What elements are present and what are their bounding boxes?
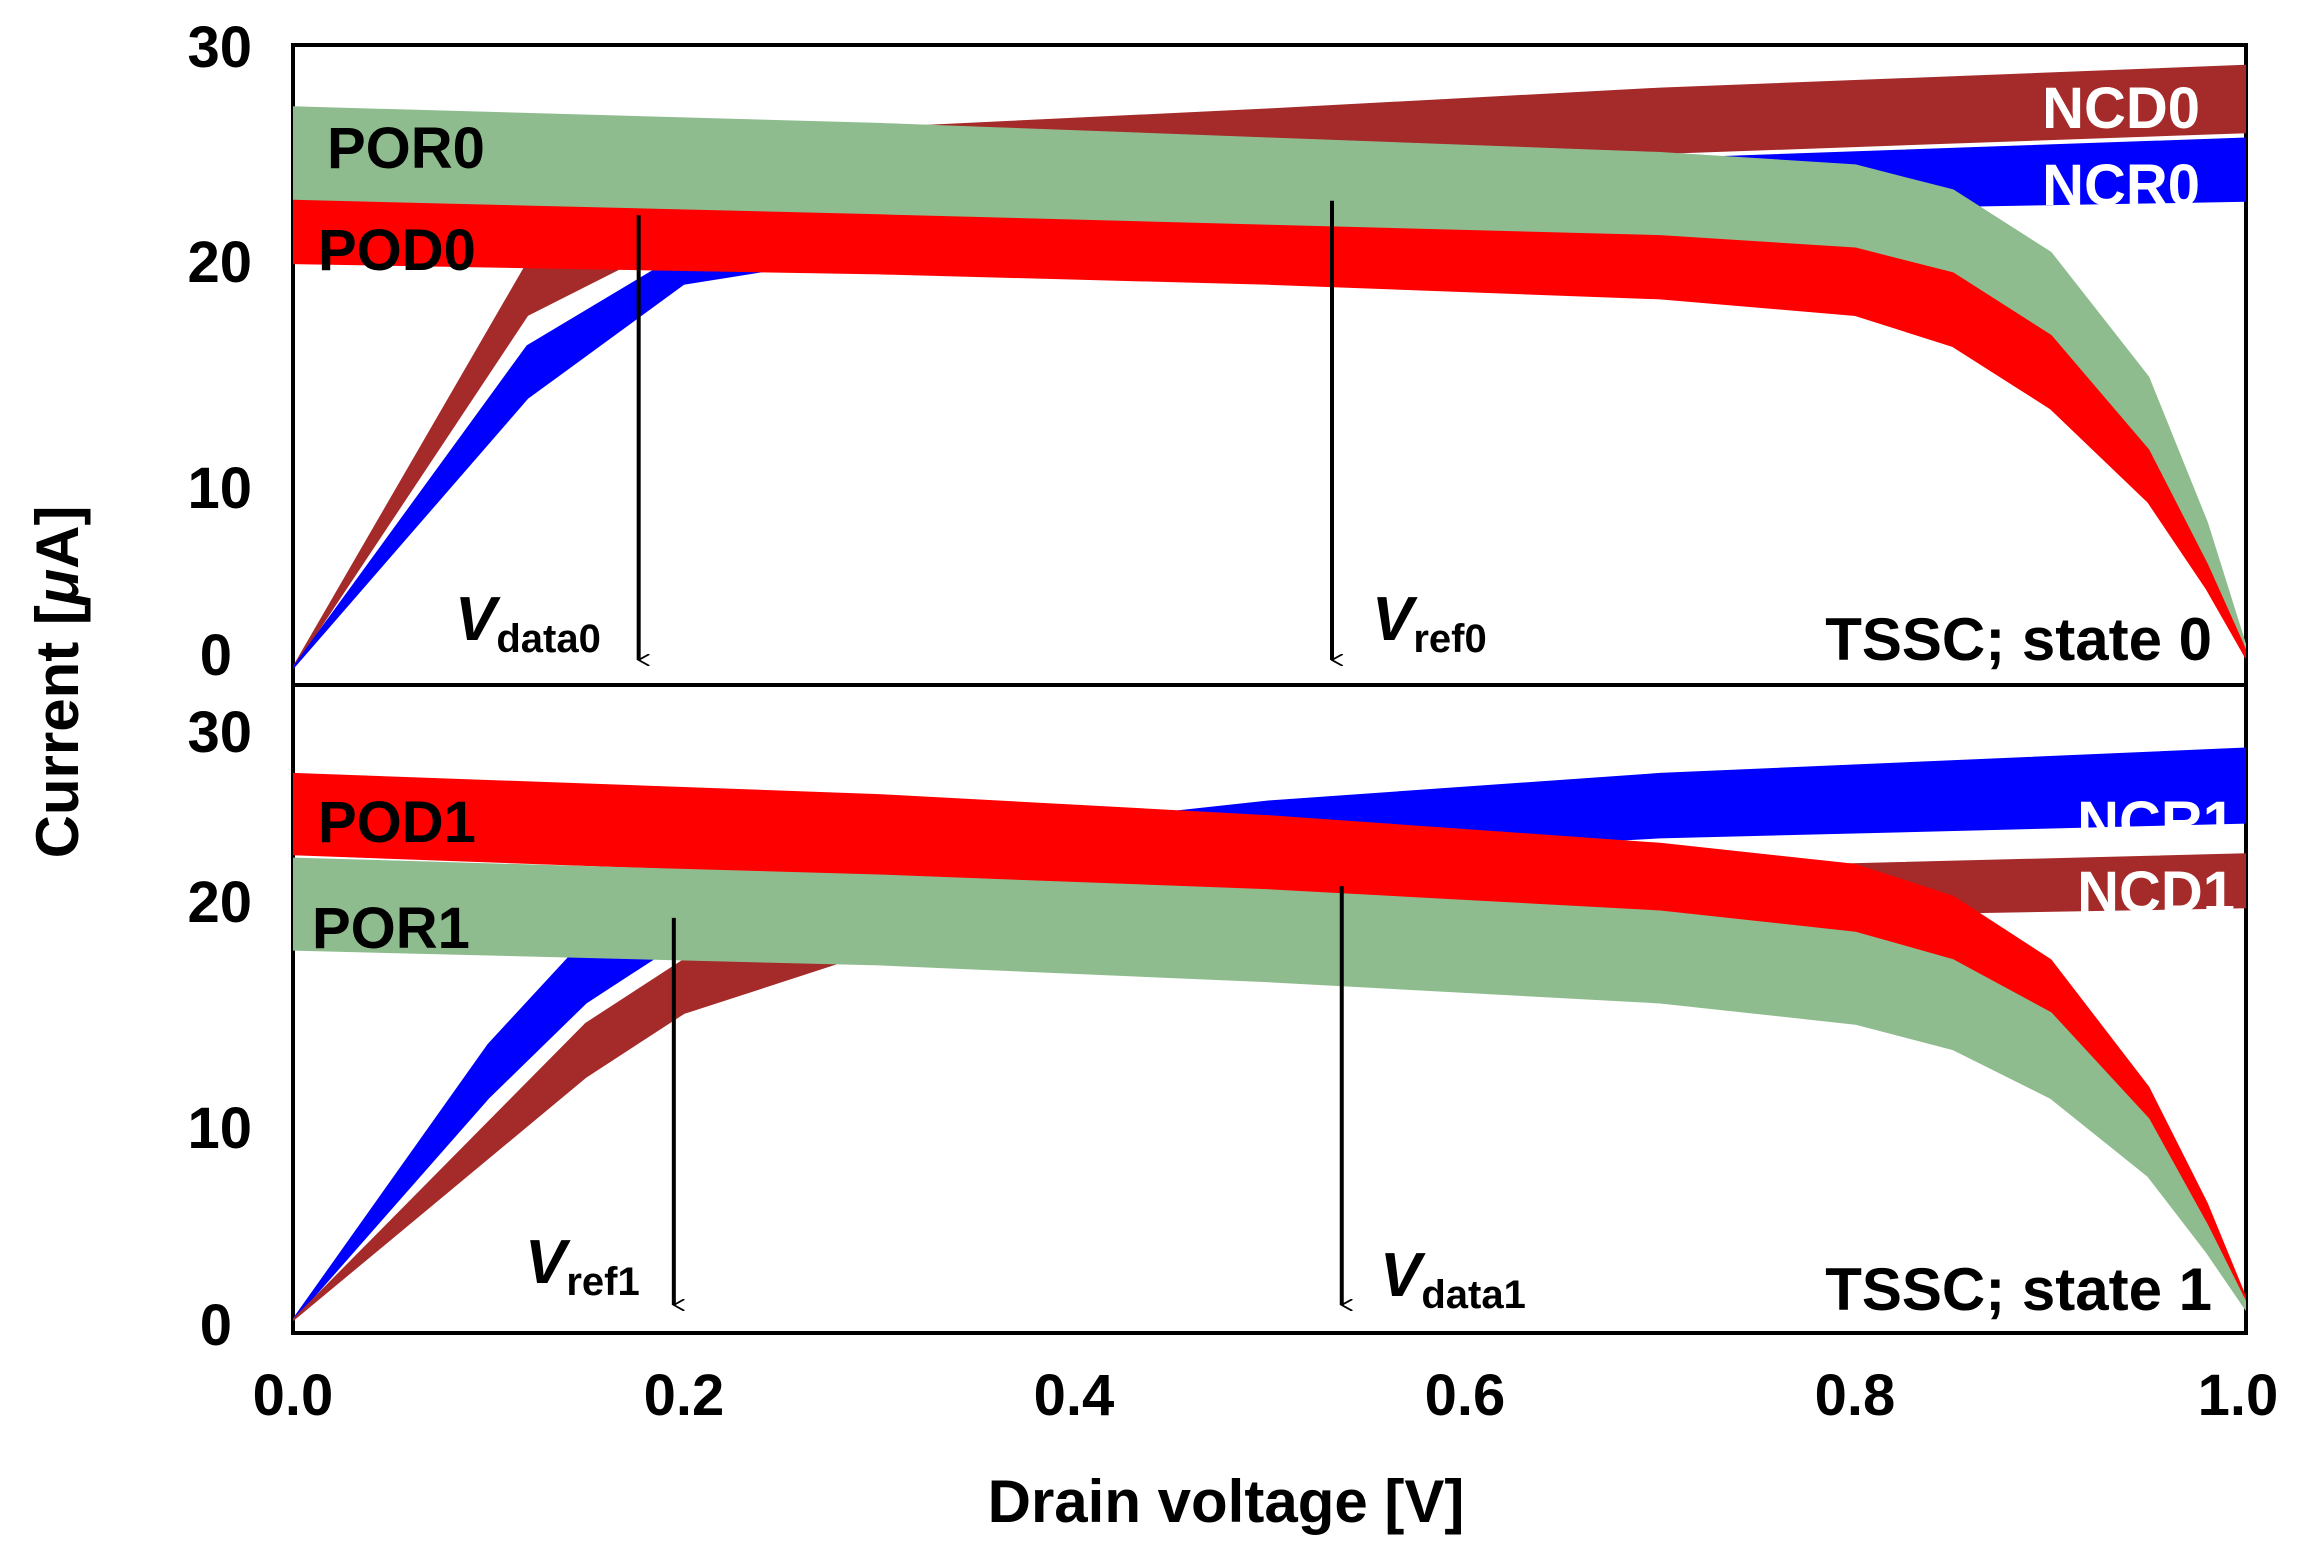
arrow-label-vref1: Vref1 (525, 1228, 640, 1304)
panel-state0-bands (293, 64, 2246, 669)
y-axis-title: Current [μA] (24, 506, 91, 859)
state-label-0: TSSC; state 0 (1825, 606, 2212, 673)
panel-state1-bands (293, 747, 2246, 1321)
arrow-label-vdata1: Vdata1 (1380, 1241, 1526, 1317)
band-label-ncr0: NCR0 (2042, 153, 2200, 218)
ytick-0-0: 0 (200, 623, 232, 688)
band-label-ncd0: NCD0 (2042, 76, 2200, 141)
band-por1 (293, 857, 2246, 1311)
xtick-0.6: 0.6 (1425, 1363, 1506, 1428)
band-label-ncr1: NCR1 (2077, 790, 2235, 855)
band-label-ncd1: NCD1 (2077, 860, 2235, 925)
band-label-por0: POR0 (327, 116, 485, 181)
ytick-1-30: 30 (187, 700, 252, 765)
xtick-0.8: 0.8 (1815, 1363, 1896, 1428)
band-label-por1: POR1 (312, 896, 470, 961)
panel-state0: NCD0 NCR0 POR0 POD0 Vdata0 Vref0 TSSC; s… (187, 15, 2248, 688)
xtick-1.0: 1.0 (2198, 1363, 2279, 1428)
x-ticks: 0.0 0.2 0.4 0.6 0.8 1.0 (253, 1363, 2279, 1428)
arrow-label-vref0: Vref0 (1372, 585, 1487, 661)
panel-state0-band-labels: NCD0 NCR0 POR0 POD0 (318, 76, 2200, 283)
xtick-0.4: 0.4 (1034, 1363, 1115, 1428)
ytick-1-20: 20 (187, 870, 252, 935)
xtick-0.2: 0.2 (644, 1363, 725, 1428)
xtick-0.0: 0.0 (253, 1363, 334, 1428)
band-label-pod1: POD1 (318, 790, 476, 855)
arrow-label-vdata0: Vdata0 (455, 585, 601, 661)
panel-state0-yticks: 30 20 10 0 (187, 15, 252, 688)
x-axis-title: Drain voltage [V] (988, 1468, 1465, 1535)
ytick-0-20: 20 (187, 230, 252, 295)
ytick-0-30: 30 (187, 15, 252, 80)
band-pod0 (293, 199, 2246, 659)
ytick-1-10: 10 (187, 1096, 252, 1161)
band-label-pod0: POD0 (318, 218, 476, 283)
ytick-1-0: 0 (200, 1293, 232, 1358)
panel-state1: NCR1 NCD1 POD1 POR1 Vref1 Vdata1 TSSC; s… (187, 683, 2248, 1358)
ytick-0-10: 10 (187, 456, 252, 521)
panel-state1-band-labels: NCR1 NCD1 POD1 POR1 (312, 790, 2235, 961)
state-label-1: TSSC; state 1 (1825, 1256, 2212, 1323)
panel-state1-yticks: 30 20 10 0 (187, 700, 252, 1358)
panel-state1-arrows: Vref1 Vdata1 (525, 886, 1526, 1317)
panel-state0-arrows: Vdata0 Vref0 (455, 200, 1487, 661)
